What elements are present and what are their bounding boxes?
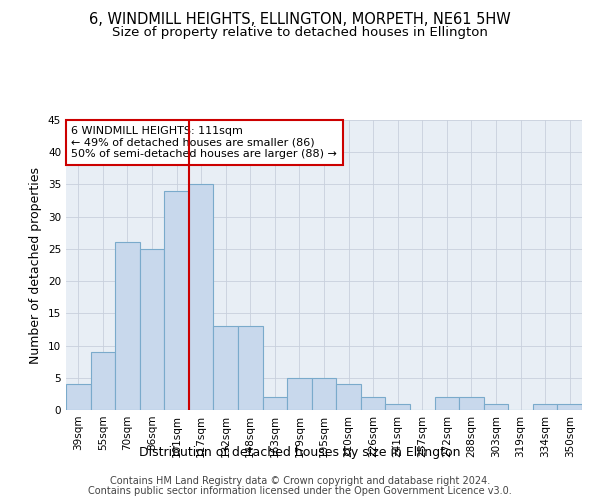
Bar bbox=[115, 242, 140, 410]
Bar bbox=[140, 249, 164, 410]
Bar bbox=[91, 352, 115, 410]
Bar bbox=[312, 378, 336, 410]
Bar bbox=[214, 326, 238, 410]
Text: Contains public sector information licensed under the Open Government Licence v3: Contains public sector information licen… bbox=[88, 486, 512, 496]
Bar bbox=[459, 397, 484, 410]
Bar bbox=[361, 397, 385, 410]
Text: Size of property relative to detached houses in Ellington: Size of property relative to detached ho… bbox=[112, 26, 488, 39]
Bar bbox=[263, 397, 287, 410]
Text: Contains HM Land Registry data © Crown copyright and database right 2024.: Contains HM Land Registry data © Crown c… bbox=[110, 476, 490, 486]
Bar bbox=[533, 404, 557, 410]
Bar bbox=[385, 404, 410, 410]
Bar bbox=[238, 326, 263, 410]
Bar bbox=[484, 404, 508, 410]
Bar bbox=[434, 397, 459, 410]
Text: 6, WINDMILL HEIGHTS, ELLINGTON, MORPETH, NE61 5HW: 6, WINDMILL HEIGHTS, ELLINGTON, MORPETH,… bbox=[89, 12, 511, 28]
Text: 6 WINDMILL HEIGHTS: 111sqm
← 49% of detached houses are smaller (86)
50% of semi: 6 WINDMILL HEIGHTS: 111sqm ← 49% of deta… bbox=[71, 126, 337, 159]
Bar bbox=[287, 378, 312, 410]
Bar bbox=[189, 184, 214, 410]
Text: Distribution of detached houses by size in Ellington: Distribution of detached houses by size … bbox=[139, 446, 461, 459]
Bar bbox=[557, 404, 582, 410]
Bar bbox=[336, 384, 361, 410]
Bar bbox=[66, 384, 91, 410]
Bar bbox=[164, 191, 189, 410]
Y-axis label: Number of detached properties: Number of detached properties bbox=[29, 166, 43, 364]
